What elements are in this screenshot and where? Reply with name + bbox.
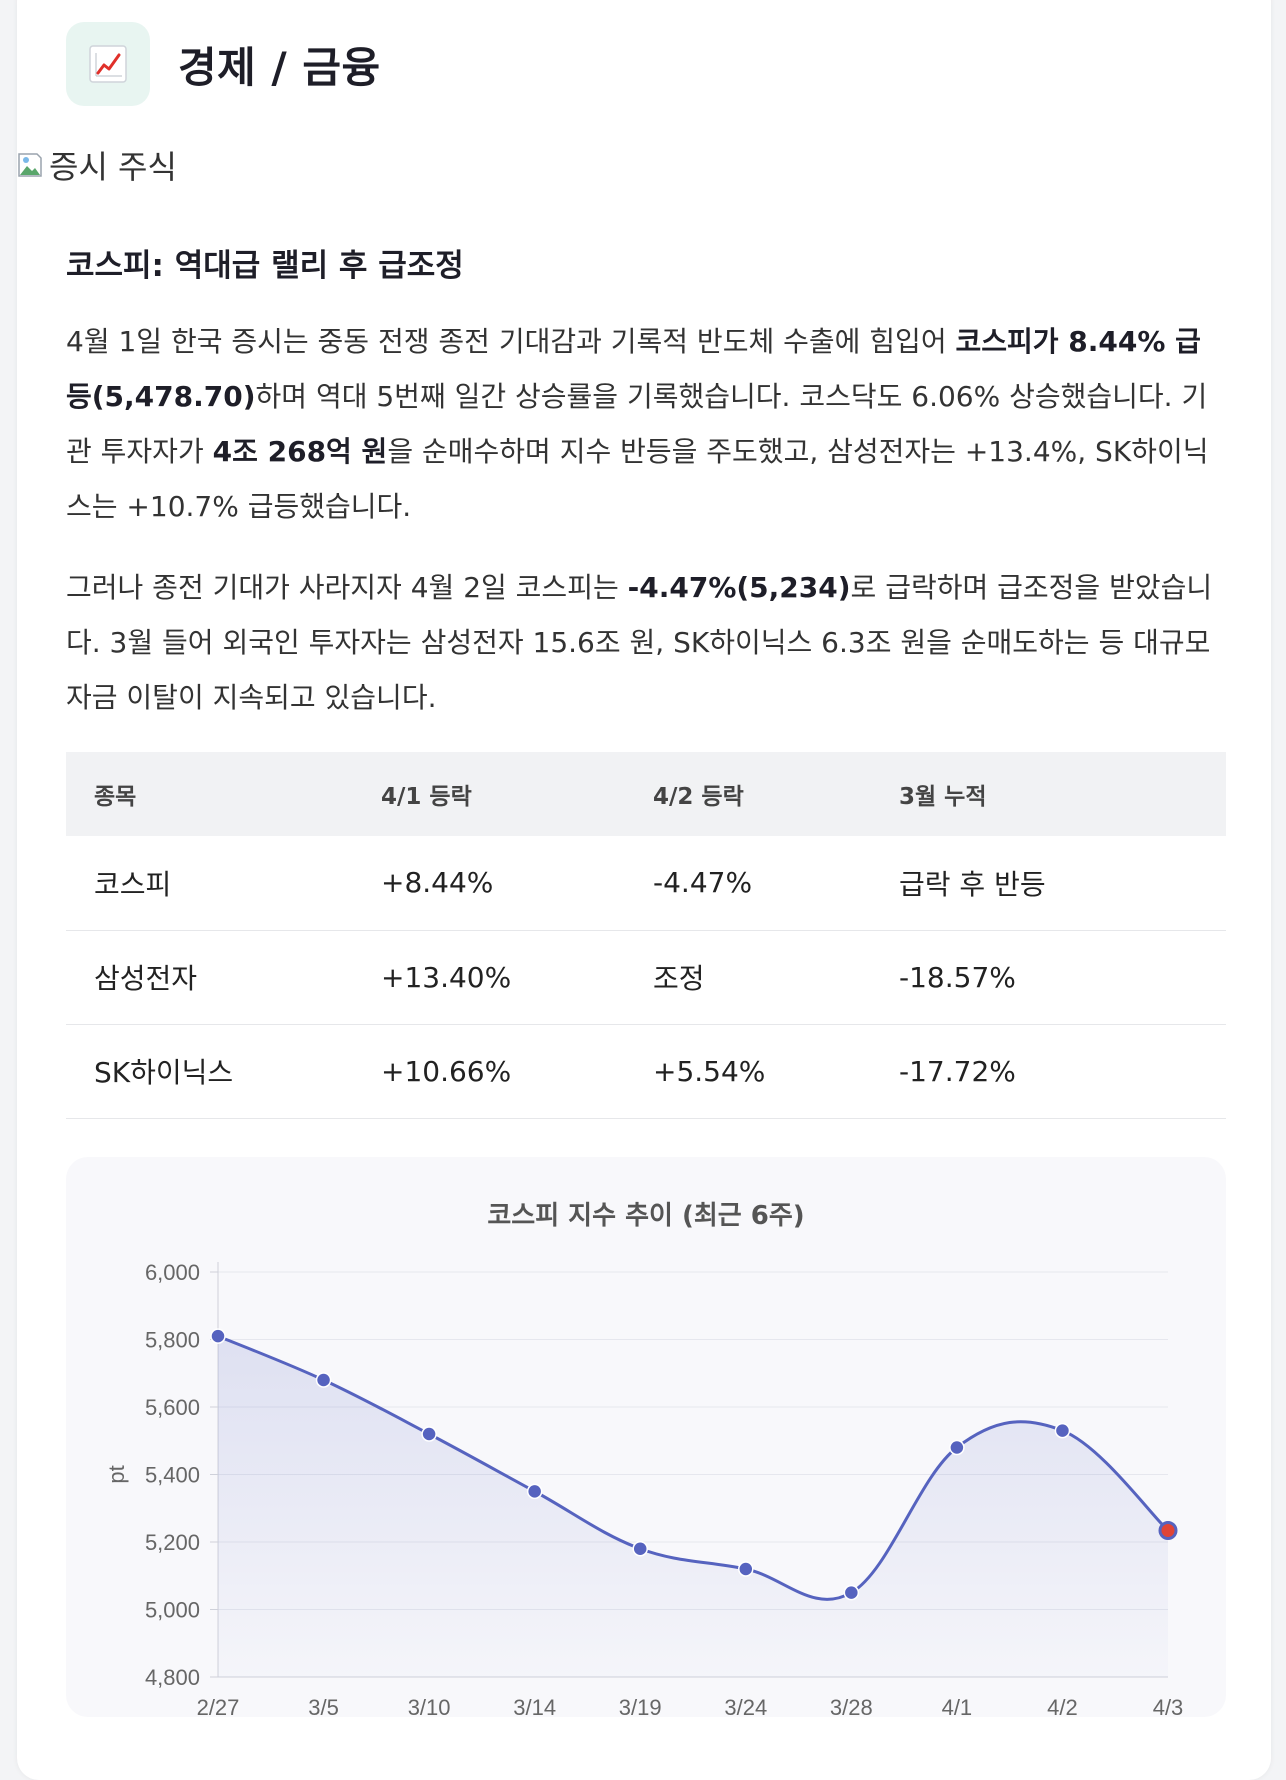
data-point [949,1439,965,1456]
y-tick-label: 5,400 [145,1463,200,1488]
data-point [421,1426,437,1442]
x-tick-label: 3/24 [724,1695,767,1717]
paragraph-emphasis: 코스피가 8.44% 급등(5,478.70) [66,325,1201,413]
category-header: 경제 / 금융 [66,22,381,106]
paragraph-text: 4월 1일 한국 증시는 중동 전쟁 종전 기대감과 기록적 반도체 수출에 힘… [66,325,956,358]
table-row: SK하이닉스 +10.66% +5.54% -17.72% [66,1024,1226,1119]
article-paragraph: 4월 1일 한국 증시는 중동 전쟁 종전 기대감과 기록적 반도체 수출에 힘… [66,314,1226,534]
image-alt-text: 증시 주식 [49,148,177,186]
x-tick-label: 3/10 [408,1695,451,1717]
table-cell: +10.66% [381,1024,653,1119]
paragraph-emphasis: 4조 268억 원 [212,435,388,468]
table-cell: +5.54% [653,1024,899,1119]
table-header: 4/1 등락 [381,752,653,836]
table-header: 3월 누적 [899,752,1226,836]
table-header-row: 종목 4/1 등락 4/2 등락 3월 누적 [66,752,1226,836]
article-image: 증시 주식 [17,140,177,190]
x-tick-label: 4/2 [1047,1695,1078,1717]
paragraph-text: 을 순매수하며 지수 반등을 주도했고, 삼성전자는 +13.4%, SK하이닉… [66,435,1209,523]
data-point [843,1584,860,1601]
y-tick-label: 4,800 [145,1665,200,1690]
chart-title: 코스피 지수 추이 (최근 6주) [487,1201,805,1231]
table-cell: 삼성전자 [66,930,381,1025]
data-point [1158,1521,1178,1541]
table-row: 코스피 +8.44% -4.47% 급락 후 반등 [66,836,1226,931]
paragraph-text: 그러나 종전 기대가 사라지자 4월 2일 코스피는 [66,571,628,604]
x-tick-label: 2/27 [197,1695,240,1717]
data-point [632,1541,648,1557]
series-line [217,1334,1170,1601]
data-point [1054,1422,1071,1439]
table-cell: 급락 후 반등 [899,836,1226,931]
table-cell: +8.44% [381,836,653,931]
paragraph-text: 하며 역대 5번째 일간 상승률을 기록했습니다. 코스닥도 6.06% 상승했… [66,380,1208,468]
table-cell: -18.57% [899,930,1226,1025]
x-tick-label: 4/3 [1153,1695,1184,1717]
y-tick-label: 6,000 [145,1260,200,1285]
y-tick-label: 5,600 [145,1395,200,1420]
table-header: 4/2 등락 [653,752,899,836]
x-tick-label: 3/19 [619,1695,662,1717]
data-point [210,1328,226,1344]
x-tick-label: 3/14 [513,1695,556,1717]
kospi-chart: 코스피 지수 추이 (최근 6주) 4,800 5,000 5,200 5,400 5,… [66,1157,1226,1717]
table-cell: +13.40% [381,930,653,1025]
category-title: 경제 / 금융 [178,42,381,92]
paragraph-text: 로 급락하며 급조정을 받았습니다. 3월 들어 외국인 투자자는 삼성전자 1… [66,571,1213,714]
y-tick-label: 5,800 [145,1328,200,1353]
table-cell: 코스피 [66,836,381,931]
article-paragraph: 그러나 종전 기대가 사라지자 4월 2일 코스피는 -4.47%(5,234)… [66,560,1226,725]
paragraph-emphasis: -4.47%(5,234) [627,571,851,604]
table-cell: -4.47% [653,836,899,931]
y-axis-label: pt [104,1465,129,1483]
y-tick-label: 5,000 [145,1598,200,1623]
data-point [738,1561,754,1577]
series-area [218,1336,1168,1677]
data-point [526,1483,543,1500]
table-cell: 조정 [653,930,899,1025]
line-chart-svg: 4,800 5,000 5,200 5,400 5,600 5,800 6,000 pt 2/2… [104,1260,1184,1717]
table-header: 종목 [66,752,381,836]
x-tick-label: 4/1 [942,1695,973,1717]
data-point [315,1372,332,1388]
chart-increasing-icon [66,22,150,106]
table-cell: -17.72% [899,1024,1226,1119]
stock-table: 종목 4/1 등락 4/2 등락 3월 누적 코스피 +8.44% -4.47%… [66,752,1226,1119]
broken-image-icon [17,150,47,180]
x-tick-label: 3/5 [308,1695,339,1717]
table-row: 삼성전자 +13.40% 조정 -18.57% [66,930,1226,1025]
y-tick-label: 5,200 [145,1530,200,1555]
x-tick-label: 3/28 [830,1695,873,1717]
section-title: 코스피: 역대급 랠리 후 급조정 [66,248,464,284]
table-cell: SK하이닉스 [66,1024,381,1119]
